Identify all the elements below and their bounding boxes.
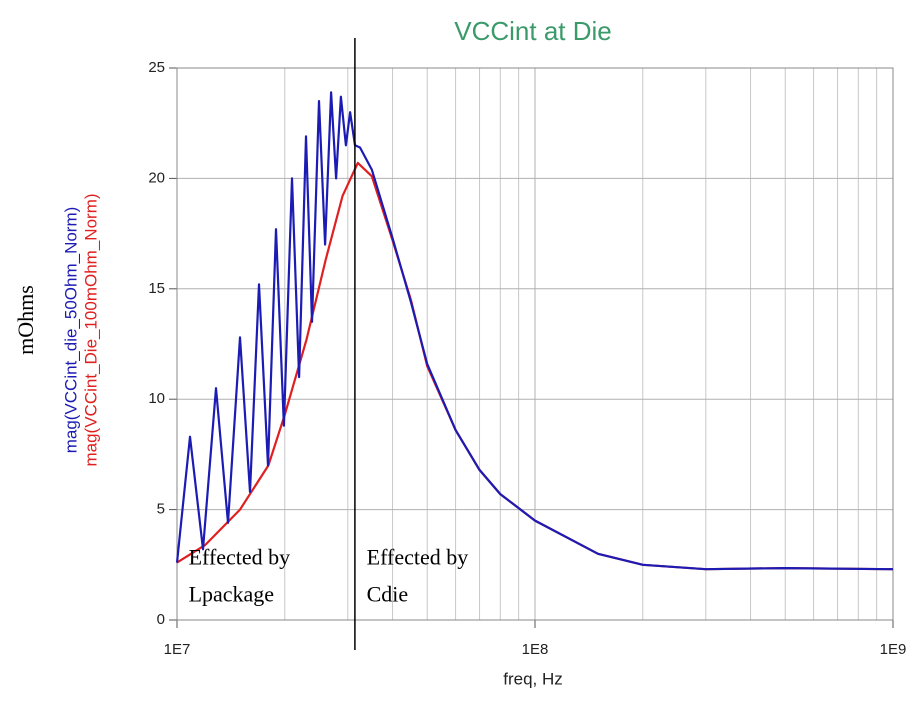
y-tick-label: 5 (157, 501, 165, 518)
y-tick-label: 20 (148, 169, 165, 186)
y-axis-label: mOhms (13, 285, 38, 355)
x-tick-label: 1E9 (880, 641, 907, 658)
y-tick-label: 25 (148, 59, 165, 76)
legend-entry: mag(VCCint_Die_100mOhm_Norm) (81, 193, 100, 466)
y-tick-label: 15 (148, 280, 165, 297)
annotation: Lpackage (189, 581, 274, 606)
x-tick-label: 1E7 (164, 641, 191, 658)
y-tick-label: 0 (157, 611, 165, 628)
chart-title: VCCint at Die (454, 16, 612, 46)
x-axis-label: freq, Hz (503, 669, 563, 688)
series-line (175, 91, 894, 571)
legend-entry: mag(VCCint_die_50Ohm_Norm) (61, 207, 80, 454)
plot-frame (176, 67, 894, 621)
annotation: Effected by (189, 544, 291, 569)
y-tick-label: 10 (148, 390, 165, 407)
annotation: Effected by (367, 544, 469, 569)
annotation: Cdie (367, 581, 409, 606)
x-tick-label: 1E8 (522, 641, 549, 658)
